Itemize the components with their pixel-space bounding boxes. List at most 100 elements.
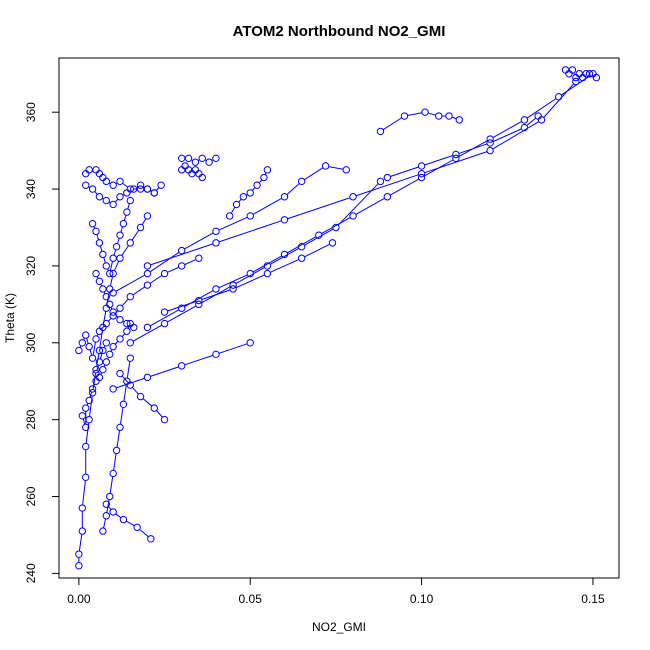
data-point xyxy=(92,377,100,385)
data-point xyxy=(520,123,529,132)
y-tick-label: 240 xyxy=(24,563,38,583)
data-point xyxy=(109,254,117,262)
data-point xyxy=(263,262,272,270)
data-point xyxy=(92,269,100,278)
series-line-segment xyxy=(218,343,248,354)
data-point xyxy=(246,189,254,197)
series-line-segment xyxy=(543,83,575,118)
series-line-segment xyxy=(121,245,129,256)
data-point xyxy=(82,423,90,432)
data-series xyxy=(102,500,155,543)
data-point xyxy=(263,269,272,278)
y-tick-label: 300 xyxy=(24,332,38,352)
series-line-segment xyxy=(287,236,317,254)
series-line-segment xyxy=(184,354,214,366)
data-series xyxy=(109,339,254,393)
series-line-segment xyxy=(94,191,98,195)
series-line-segment xyxy=(131,229,140,241)
data-point xyxy=(75,562,83,570)
series-line-segment xyxy=(270,259,299,273)
series-line-segment xyxy=(92,342,96,356)
series-line-segment xyxy=(114,341,119,345)
data-point xyxy=(116,304,124,312)
data-series xyxy=(177,154,220,166)
data-point xyxy=(99,346,107,355)
data-point xyxy=(205,158,213,166)
data-point xyxy=(445,112,453,120)
data-point xyxy=(253,181,261,189)
data-point xyxy=(585,70,594,78)
data-point xyxy=(435,112,443,120)
data-point xyxy=(421,108,429,116)
series-line-segment xyxy=(108,317,112,322)
data-point xyxy=(195,254,203,262)
data-point xyxy=(123,319,131,328)
data-point xyxy=(486,146,494,155)
series-line-segment xyxy=(156,410,163,418)
data-series xyxy=(109,162,350,297)
series-line-segment xyxy=(382,117,403,131)
data-point xyxy=(106,269,114,278)
data-point xyxy=(102,500,110,508)
series-line-segment xyxy=(89,391,93,398)
data-point xyxy=(195,300,203,309)
data-point xyxy=(116,423,124,432)
data-series xyxy=(143,77,580,270)
data-point xyxy=(106,492,114,501)
data-point xyxy=(102,196,110,205)
data-point xyxy=(417,173,426,182)
y-tick-label: 340 xyxy=(24,179,38,199)
series-line-segment xyxy=(167,305,197,323)
data-point xyxy=(85,396,93,405)
data-point xyxy=(212,285,220,293)
series-line-segment xyxy=(113,453,117,471)
data-point xyxy=(78,527,87,535)
series-line-segment xyxy=(355,174,419,197)
series-line-segment xyxy=(238,198,242,203)
data-point xyxy=(92,227,100,236)
series-line-segment xyxy=(108,506,112,510)
data-point xyxy=(109,508,117,516)
data-point xyxy=(102,319,110,328)
series-line-segment xyxy=(328,166,344,170)
data-point xyxy=(88,354,97,362)
data-point xyxy=(130,185,138,193)
series-line-segment xyxy=(103,257,106,263)
y-axis: 240 260 280 300 320 340 360 xyxy=(24,102,60,583)
data-point xyxy=(349,212,357,220)
data-point xyxy=(126,292,134,301)
data-point xyxy=(78,412,87,420)
data-point xyxy=(400,112,409,120)
data-point xyxy=(349,193,357,201)
data-series xyxy=(116,369,169,424)
y-tick-label: 360 xyxy=(24,102,38,122)
data-point xyxy=(376,127,385,136)
series-line-segment xyxy=(117,238,120,244)
data-point xyxy=(75,346,83,355)
data-point xyxy=(157,181,165,189)
data-point xyxy=(592,73,601,82)
data-point xyxy=(126,354,134,362)
series-line-segment xyxy=(201,289,231,300)
data-point xyxy=(123,189,131,197)
series-line-segment xyxy=(407,112,422,116)
data-point xyxy=(95,277,104,285)
series-line-segment xyxy=(141,218,147,225)
data-point xyxy=(99,527,107,535)
data-point xyxy=(133,523,141,531)
series-line-segment xyxy=(125,520,135,527)
series-line-segment xyxy=(304,167,324,181)
data-point xyxy=(95,327,104,335)
data-point xyxy=(116,316,124,324)
series-line-segment xyxy=(252,197,282,215)
data-point xyxy=(212,227,220,236)
data-point xyxy=(143,262,152,270)
data-series xyxy=(561,66,601,82)
data-point xyxy=(225,212,234,220)
data-point xyxy=(143,269,152,278)
data-series xyxy=(376,108,463,136)
data-series xyxy=(75,254,203,362)
series-line-segment xyxy=(142,398,153,407)
data-point xyxy=(109,181,117,189)
data-point xyxy=(116,193,124,201)
